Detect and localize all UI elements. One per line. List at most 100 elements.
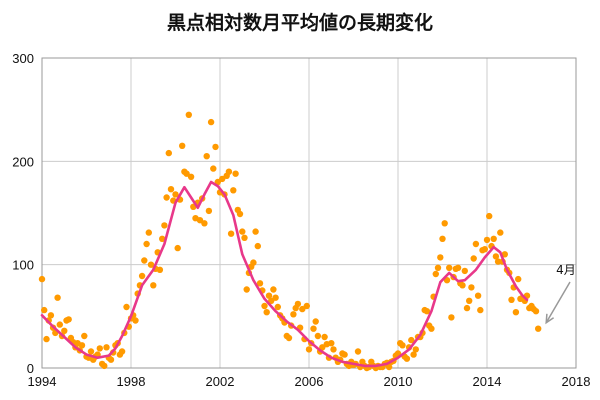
monthly-point [412,346,419,353]
monthly-point [205,207,213,215]
monthly-point [239,228,246,235]
x-tick-label: 2018 [562,374,591,389]
x-tick-label: 1994 [28,374,57,389]
monthly-point [490,235,497,242]
monthly-point [512,309,520,316]
monthly-point [432,270,439,278]
chart-title: 黒点相対数月平均値の長期変化 [166,12,433,34]
monthly-point [250,259,257,266]
monthly-point [41,306,48,314]
monthly-point [494,258,502,265]
monthly-point [470,255,477,262]
monthly-point [174,244,181,252]
monthly-point [328,340,335,347]
x-tick-label: 2010 [384,374,413,389]
monthly-point [261,302,268,310]
monthly-point [290,311,297,318]
annotation-label: 4月 [556,263,576,277]
monthly-point [501,251,508,258]
y-tick-label: 200 [12,154,34,169]
monthly-point [232,170,239,177]
monthly-point [299,305,306,313]
monthly-point [437,254,444,261]
monthly-point [403,355,411,362]
monthly-point [303,302,310,310]
plot-frame [41,57,577,369]
monthly-point [399,342,406,349]
monthly-point [434,264,442,271]
monthly-point [87,348,95,355]
monthly-point [263,309,270,316]
monthly-point [428,325,435,332]
monthly-point [43,335,50,343]
monthly-point [54,294,61,301]
monthly-point [314,332,322,340]
monthly-point [163,194,170,201]
monthly-point [535,325,542,332]
monthly-point [243,286,250,293]
monthly-point [497,229,504,236]
monthly-point [132,317,139,324]
monthly-point [515,275,522,283]
monthly-point [252,228,259,235]
annotation-arrow [545,281,571,324]
x-tick-label: 1998 [117,374,146,389]
monthly-point [285,334,293,342]
monthly-point [236,210,244,218]
monthly-point [201,220,208,227]
monthly-point [227,230,235,237]
monthly-point [441,220,448,227]
monthly-point [508,296,515,303]
monthly-point [274,303,281,311]
monthly-point [410,351,417,358]
monthly-point [312,318,319,325]
monthly-point [472,240,480,248]
monthly-point [207,118,215,126]
monthly-point [147,261,155,268]
monthly-point [354,348,362,355]
monthly-point [272,294,279,301]
monthly-point [481,246,488,253]
monthly-point [532,308,540,315]
monthly-point [103,344,110,351]
monthly-point [138,272,146,280]
y-tick-label: 0 [27,361,34,376]
monthly-point [183,170,190,177]
y-tick-label: 300 [12,51,34,66]
monthly-point [385,363,393,371]
smoothed-line [40,180,529,368]
monthly-point [118,348,126,355]
monthly-point [474,292,482,299]
monthly-point [172,191,179,198]
monthly-point [477,306,484,314]
monthly-point [161,222,168,229]
monthly-point [101,362,108,370]
monthly-point [56,321,63,328]
monthly-point [461,267,468,275]
monthly-point [408,336,415,344]
monthly-point [107,356,115,363]
monthly-point [241,234,248,241]
monthly-point [203,153,210,160]
monthly-point [454,264,462,271]
monthly-point [210,165,217,172]
monthly-point [225,168,233,175]
monthly-point [270,286,277,293]
x-tick-label: 2002 [206,374,235,389]
monthly-point [143,240,150,248]
monthly-point [486,212,493,220]
monthly-point [448,314,455,321]
monthly-point [212,143,219,151]
monthly-point [81,332,88,340]
monthly-point [38,275,46,283]
monthly-point [123,303,130,311]
monthly-point [96,345,104,352]
monthly-point [167,186,175,193]
monthly-point [150,282,157,289]
monthly-point [78,342,86,349]
monthly-point [319,344,326,351]
monthly-point [141,257,148,264]
monthly-point [61,327,68,334]
monthly-point [254,242,261,250]
